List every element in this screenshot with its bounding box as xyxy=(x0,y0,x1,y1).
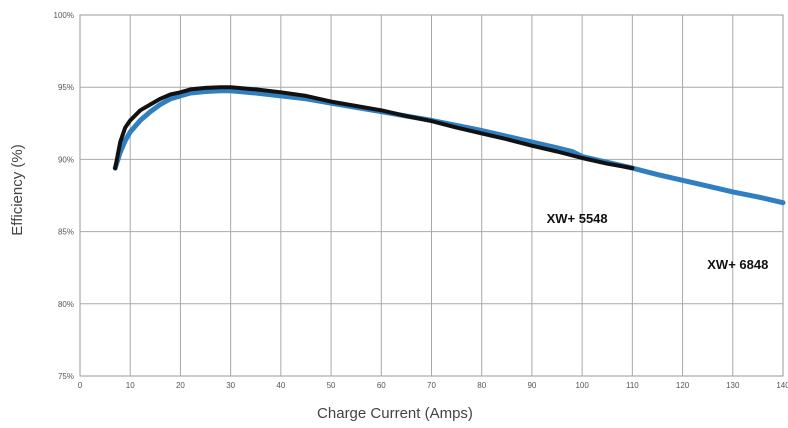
x-tick-label: 30 xyxy=(226,381,235,390)
x-tick-label: 100 xyxy=(575,381,589,390)
y-tick-label: 95% xyxy=(58,83,74,92)
x-tick-label: 10 xyxy=(126,381,135,390)
x-tick-label: 110 xyxy=(626,381,639,390)
x-tick-label: 20 xyxy=(176,381,185,390)
y-axis-title: Efficiency (%) xyxy=(9,144,26,235)
y-tick-label: 85% xyxy=(58,228,74,237)
y-tick-labels: 75% 80% 85% 90% 95% 100% xyxy=(54,11,74,381)
x-tick-label: 40 xyxy=(276,381,285,390)
x-tick-label: 80 xyxy=(477,381,486,390)
series-annotation: XW+ 5548 xyxy=(547,211,608,226)
gridlines xyxy=(80,15,783,376)
x-tick-label: 140 xyxy=(776,381,788,390)
x-tick-label: 60 xyxy=(377,381,386,390)
x-tick-label: 120 xyxy=(676,381,690,390)
x-tick-label: 130 xyxy=(726,381,740,390)
x-axis-title: Charge Current (Amps) xyxy=(317,405,473,422)
series-line-xw-5548 xyxy=(113,85,635,171)
x-tick-labels: 0 10 20 30 40 50 60 70 80 90 100 110 120 130 140 xyxy=(78,381,788,390)
series-annotations: XW+ 5548 XW+ 6848 xyxy=(547,211,769,272)
x-tick-label: 70 xyxy=(427,381,436,390)
y-tick-label: 75% xyxy=(58,372,74,381)
y-tick-label: 80% xyxy=(58,300,74,309)
x-tick-label: 90 xyxy=(527,381,536,390)
x-tick-label: 0 xyxy=(78,381,83,390)
y-tick-label: 90% xyxy=(58,155,74,164)
y-tick-label: 100% xyxy=(54,11,74,20)
series-lines xyxy=(112,85,786,206)
x-tick-label: 50 xyxy=(327,381,336,390)
series-annotation: XW+ 6848 xyxy=(707,257,768,272)
